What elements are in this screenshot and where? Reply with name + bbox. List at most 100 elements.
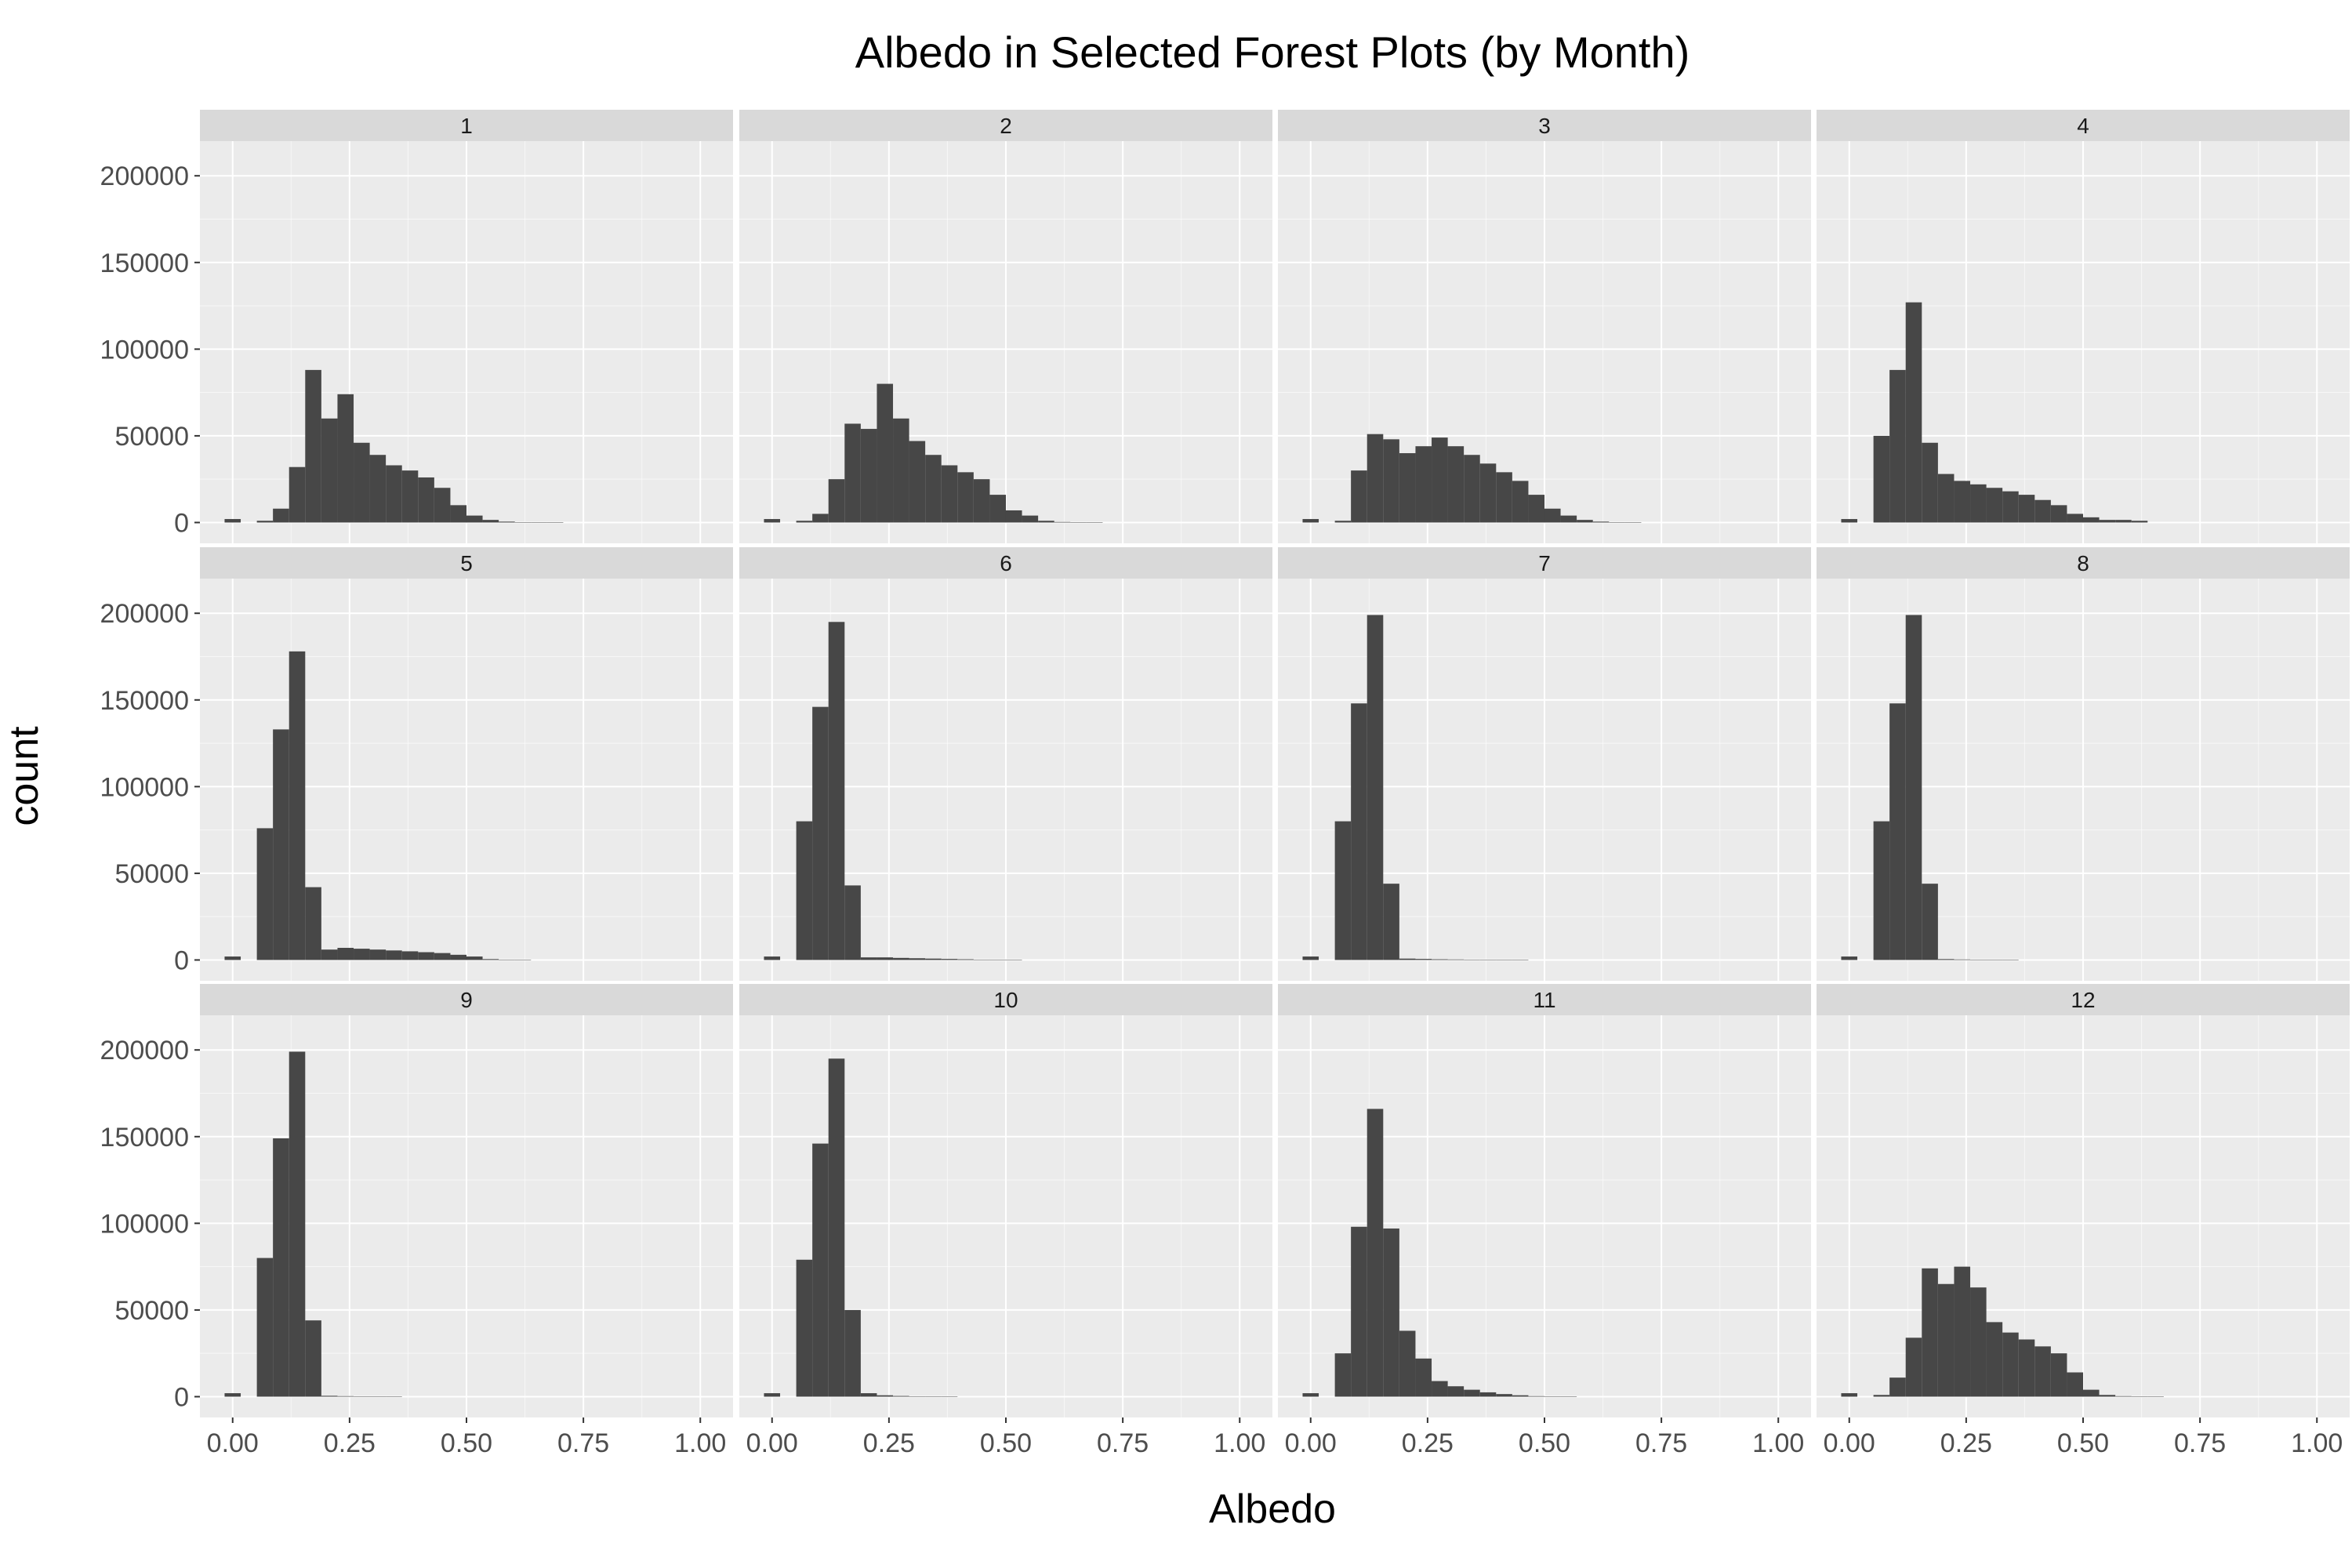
histogram-bar [354, 442, 370, 523]
histogram-bar [482, 520, 499, 523]
histogram-bar [2099, 1395, 2116, 1397]
histogram-bar [909, 958, 926, 960]
y-tick-label: 150000 [100, 249, 189, 278]
histogram-bar [2050, 505, 2067, 523]
histogram-bar [273, 508, 289, 523]
histogram-bar [1512, 481, 1529, 523]
histogram-bar [1334, 1353, 1352, 1397]
facet-strip-label: 7 [1538, 551, 1551, 575]
y-tick-label: 50000 [114, 859, 189, 889]
histogram-bar [1922, 1268, 1938, 1397]
histogram-bar [305, 1320, 321, 1397]
facet-strip-label: 9 [460, 988, 473, 1012]
histogram-bar [1512, 1395, 1529, 1397]
facet-strip-label: 8 [2077, 551, 2089, 575]
histogram-bar [925, 1396, 942, 1397]
histogram-bar [1005, 510, 1022, 523]
facet-panel-2: 2 [739, 110, 1272, 543]
facet-strip-label: 12 [2071, 988, 2095, 1012]
facet-strip [1817, 547, 2350, 579]
histogram-bar [386, 1396, 402, 1397]
histogram-bar [1464, 1389, 1480, 1397]
facet-strip [200, 110, 733, 141]
histogram-bar [2018, 1339, 2035, 1397]
x-tick-label: 0.75 [2174, 1428, 2226, 1458]
histogram-bar [1479, 1392, 1497, 1397]
facet-strip-label: 2 [1000, 114, 1012, 138]
histogram-bar [796, 821, 813, 960]
histogram-bar [256, 521, 274, 523]
histogram-bar [1841, 956, 1858, 960]
histogram-bar [796, 521, 813, 523]
histogram-bar [321, 949, 338, 960]
histogram-bar [1432, 437, 1448, 523]
histogram-bar [1496, 1394, 1512, 1397]
facet-panel-11: 11 0.00 0.25 0.50 0.75 1.00 [1278, 984, 1811, 1458]
histogram-bar [1905, 1338, 1922, 1397]
histogram-bar [2131, 521, 2148, 523]
facet-strip-label: 1 [460, 114, 473, 138]
y-axis-title: count [2, 726, 47, 826]
histogram-bar [1544, 1396, 1561, 1397]
histogram-bar [941, 465, 958, 523]
histogram-bar [2147, 1396, 2164, 1397]
histogram-bar [289, 466, 306, 523]
histogram-bar [369, 949, 387, 960]
histogram-bar [1351, 703, 1367, 960]
histogram-bar [337, 1396, 354, 1397]
x-tick-label: 1.00 [1214, 1428, 1265, 1458]
histogram-bar [1970, 484, 1987, 523]
x-axis-title: Albedo [1209, 1486, 1336, 1532]
histogram-bar [1464, 455, 1480, 523]
histogram-bar [337, 947, 354, 960]
histogram-bar [1922, 884, 1938, 960]
histogram-bar [499, 521, 515, 523]
histogram-bar [2034, 1346, 2051, 1397]
histogram-bar [1399, 1330, 1416, 1397]
histogram-bar [1399, 453, 1416, 523]
facet-strip-label: 5 [460, 551, 473, 575]
histogram-bar [1086, 522, 1103, 523]
histogram-bar [466, 956, 483, 960]
histogram-bar [2082, 517, 2100, 523]
histogram-bar [546, 522, 564, 523]
x-tick-label: 0.50 [2057, 1428, 2109, 1458]
histogram-bar [2099, 520, 2116, 523]
histogram-bar [1383, 884, 1399, 960]
histogram-bar [828, 479, 845, 523]
y-tick-label: 100000 [100, 772, 189, 802]
histogram-bar [466, 515, 483, 523]
histogram-bar [1054, 521, 1071, 523]
histogram-bar [1937, 959, 1955, 960]
histogram-bar [893, 418, 909, 523]
histogram-bar [1415, 959, 1432, 960]
histogram-bar [1889, 369, 1906, 523]
facet-strip [1278, 984, 1811, 1015]
y-tick-label: 0 [174, 1382, 189, 1412]
histogram-bar [289, 1051, 306, 1397]
histogram-bar [1383, 439, 1399, 523]
facet-strip [200, 984, 733, 1015]
histogram-bar [1905, 302, 1922, 523]
histogram-bar [337, 394, 354, 523]
y-tick-label: 50000 [114, 422, 189, 452]
histogram-bar [1889, 703, 1906, 960]
histogram-bar [1334, 521, 1352, 523]
histogram-bar [1479, 463, 1497, 523]
histogram-bar [2131, 1396, 2148, 1397]
facet-strip [1817, 984, 2350, 1015]
histogram-bar [1528, 495, 1545, 523]
histogram-bar [860, 429, 877, 523]
histogram-bar [386, 465, 402, 523]
histogram-bar [482, 959, 499, 960]
histogram-bar [877, 957, 894, 960]
histogram-bar [1302, 1393, 1319, 1397]
histogram-bar [450, 954, 467, 960]
histogram-bar [514, 522, 532, 523]
histogram-bar [2067, 514, 2084, 523]
x-tick-label: 0.75 [557, 1428, 609, 1458]
histogram-bar [941, 1396, 958, 1397]
histogram-bar [844, 885, 861, 960]
histogram-bar [860, 1393, 877, 1397]
